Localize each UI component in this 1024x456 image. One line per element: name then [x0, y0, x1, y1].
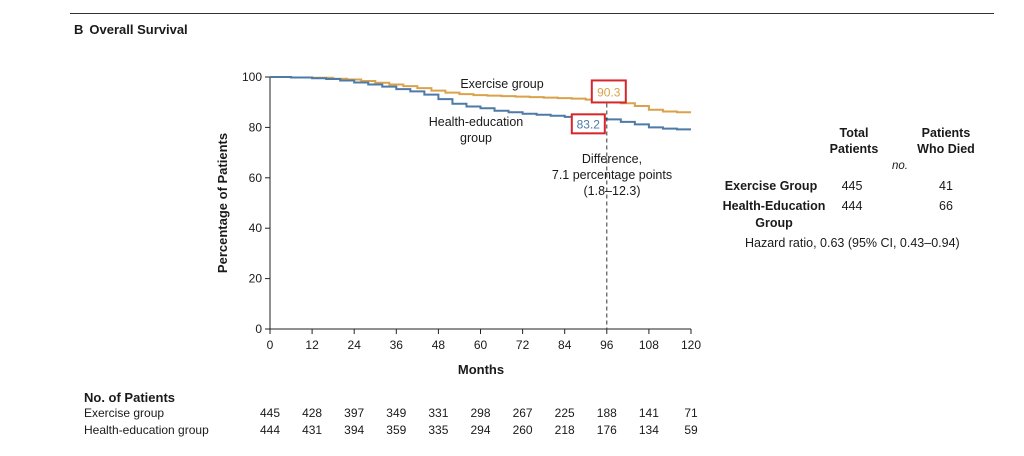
risk-value-health: 294 — [470, 423, 491, 437]
y-axis-label: Percentage of Patients — [215, 133, 230, 273]
risk-value-health: 260 — [512, 423, 533, 437]
x-tick-label: 24 — [348, 338, 362, 352]
health-row-label-line1: Health-Education — [722, 199, 826, 213]
patients-died-header-line2: Who Died — [917, 142, 975, 156]
risk-value-exercise: 188 — [596, 406, 617, 420]
y-tick-label: 0 — [255, 322, 262, 336]
x-tick-label: 36 — [390, 338, 404, 352]
y-tick-label: 60 — [249, 171, 263, 185]
health-died: 66 — [939, 199, 953, 213]
exercise-row-label: Exercise Group — [724, 179, 818, 193]
risk-value-exercise: 141 — [638, 406, 659, 420]
risk-value-health: 218 — [554, 423, 575, 437]
health-group-label-line1: Health-education — [429, 115, 524, 129]
risk-value-exercise: 267 — [512, 406, 533, 420]
difference-label-line2: 7.1 percentage points — [552, 168, 672, 182]
total-patients-header-line2: Patients — [829, 142, 879, 156]
top-rule — [70, 13, 994, 14]
chart-ticks: 0 20 40 60 80 100 0 12 24 36 48 60 72 84 96 108 120 — [242, 70, 701, 352]
risk-value-health: 394 — [344, 423, 365, 437]
y-tick-label: 20 — [249, 272, 263, 286]
x-tick-label: 120 — [681, 338, 701, 352]
health-value-box — [570, 113, 606, 135]
risk-value-exercise: 225 — [554, 406, 575, 420]
total-patients-header-line1: Total — [839, 126, 869, 140]
risk-value-exercise: 298 — [470, 406, 491, 420]
panel-letter: B — [74, 22, 84, 37]
x-tick-label: 108 — [639, 338, 659, 352]
difference-label-line3: (1.8–12.3) — [584, 184, 641, 198]
patients-died-header: Patients Who Died — [908, 125, 984, 157]
x-tick-label: 60 — [474, 338, 488, 352]
total-patients-header: Total Patients — [822, 125, 886, 157]
x-axis-label: Months — [458, 362, 504, 377]
panel-title-text: Overall Survival — [89, 22, 188, 37]
hazard-ratio: Hazard ratio, 0.63 (95% CI, 0.43–0.94) — [745, 236, 960, 250]
risk-value-exercise: 349 — [386, 406, 407, 420]
health-row-label-line2: Group — [755, 216, 793, 230]
x-tick-label: 48 — [432, 338, 446, 352]
y-tick-label: 40 — [249, 221, 263, 235]
risk-value-health: 176 — [596, 423, 617, 437]
risk-value-exercise: 445 — [259, 406, 281, 420]
difference-label-line1: Difference, — [582, 152, 642, 166]
y-tick-label: 100 — [242, 70, 262, 84]
risk-value-exercise: 397 — [344, 406, 365, 420]
exercise-died: 41 — [939, 179, 953, 193]
x-tick-label: 84 — [558, 338, 572, 352]
x-tick-label: 72 — [516, 338, 530, 352]
risk-value-health: 431 — [302, 423, 323, 437]
risk-value-exercise: 331 — [428, 406, 449, 420]
panel-title: B Overall Survival — [74, 22, 188, 37]
risk-value-health: 134 — [638, 423, 659, 437]
health-total: 444 — [841, 199, 863, 213]
x-tick-label: 12 — [305, 338, 319, 352]
units-label: no. — [892, 160, 908, 172]
risk-value-health: 59 — [684, 423, 698, 437]
x-tick-label: 96 — [600, 338, 614, 352]
exercise-total: 445 — [841, 179, 863, 193]
health-value-label: 83.2 — [577, 117, 601, 131]
risk-table-title: No. of Patients — [84, 390, 176, 405]
y-tick-label: 80 — [249, 120, 263, 134]
exercise-group-label: Exercise group — [460, 77, 543, 91]
health-row-label: Health-Education Group — [700, 198, 848, 232]
risk-value-health: 359 — [386, 423, 407, 437]
risk-row-label-health: Health-education group — [84, 423, 209, 437]
health-group-label-line2: group — [460, 131, 492, 145]
risk-value-health: 444 — [259, 423, 281, 437]
exercise-value-label: 90.3 — [597, 85, 621, 99]
risk-value-health: 335 — [428, 423, 449, 437]
health-education-survival-curve — [270, 76, 691, 131]
x-tick-label: 0 — [267, 338, 274, 352]
patients-died-header-line1: Patients — [921, 126, 971, 140]
risk-value-exercise: 428 — [302, 406, 323, 420]
risk-row-label-exercise: Exercise group — [84, 406, 165, 420]
exercise-value-box — [590, 79, 627, 104]
chart-annotations: Exercise group Health-education group Di… — [429, 77, 672, 329]
risk-value-exercise: 71 — [684, 406, 698, 420]
